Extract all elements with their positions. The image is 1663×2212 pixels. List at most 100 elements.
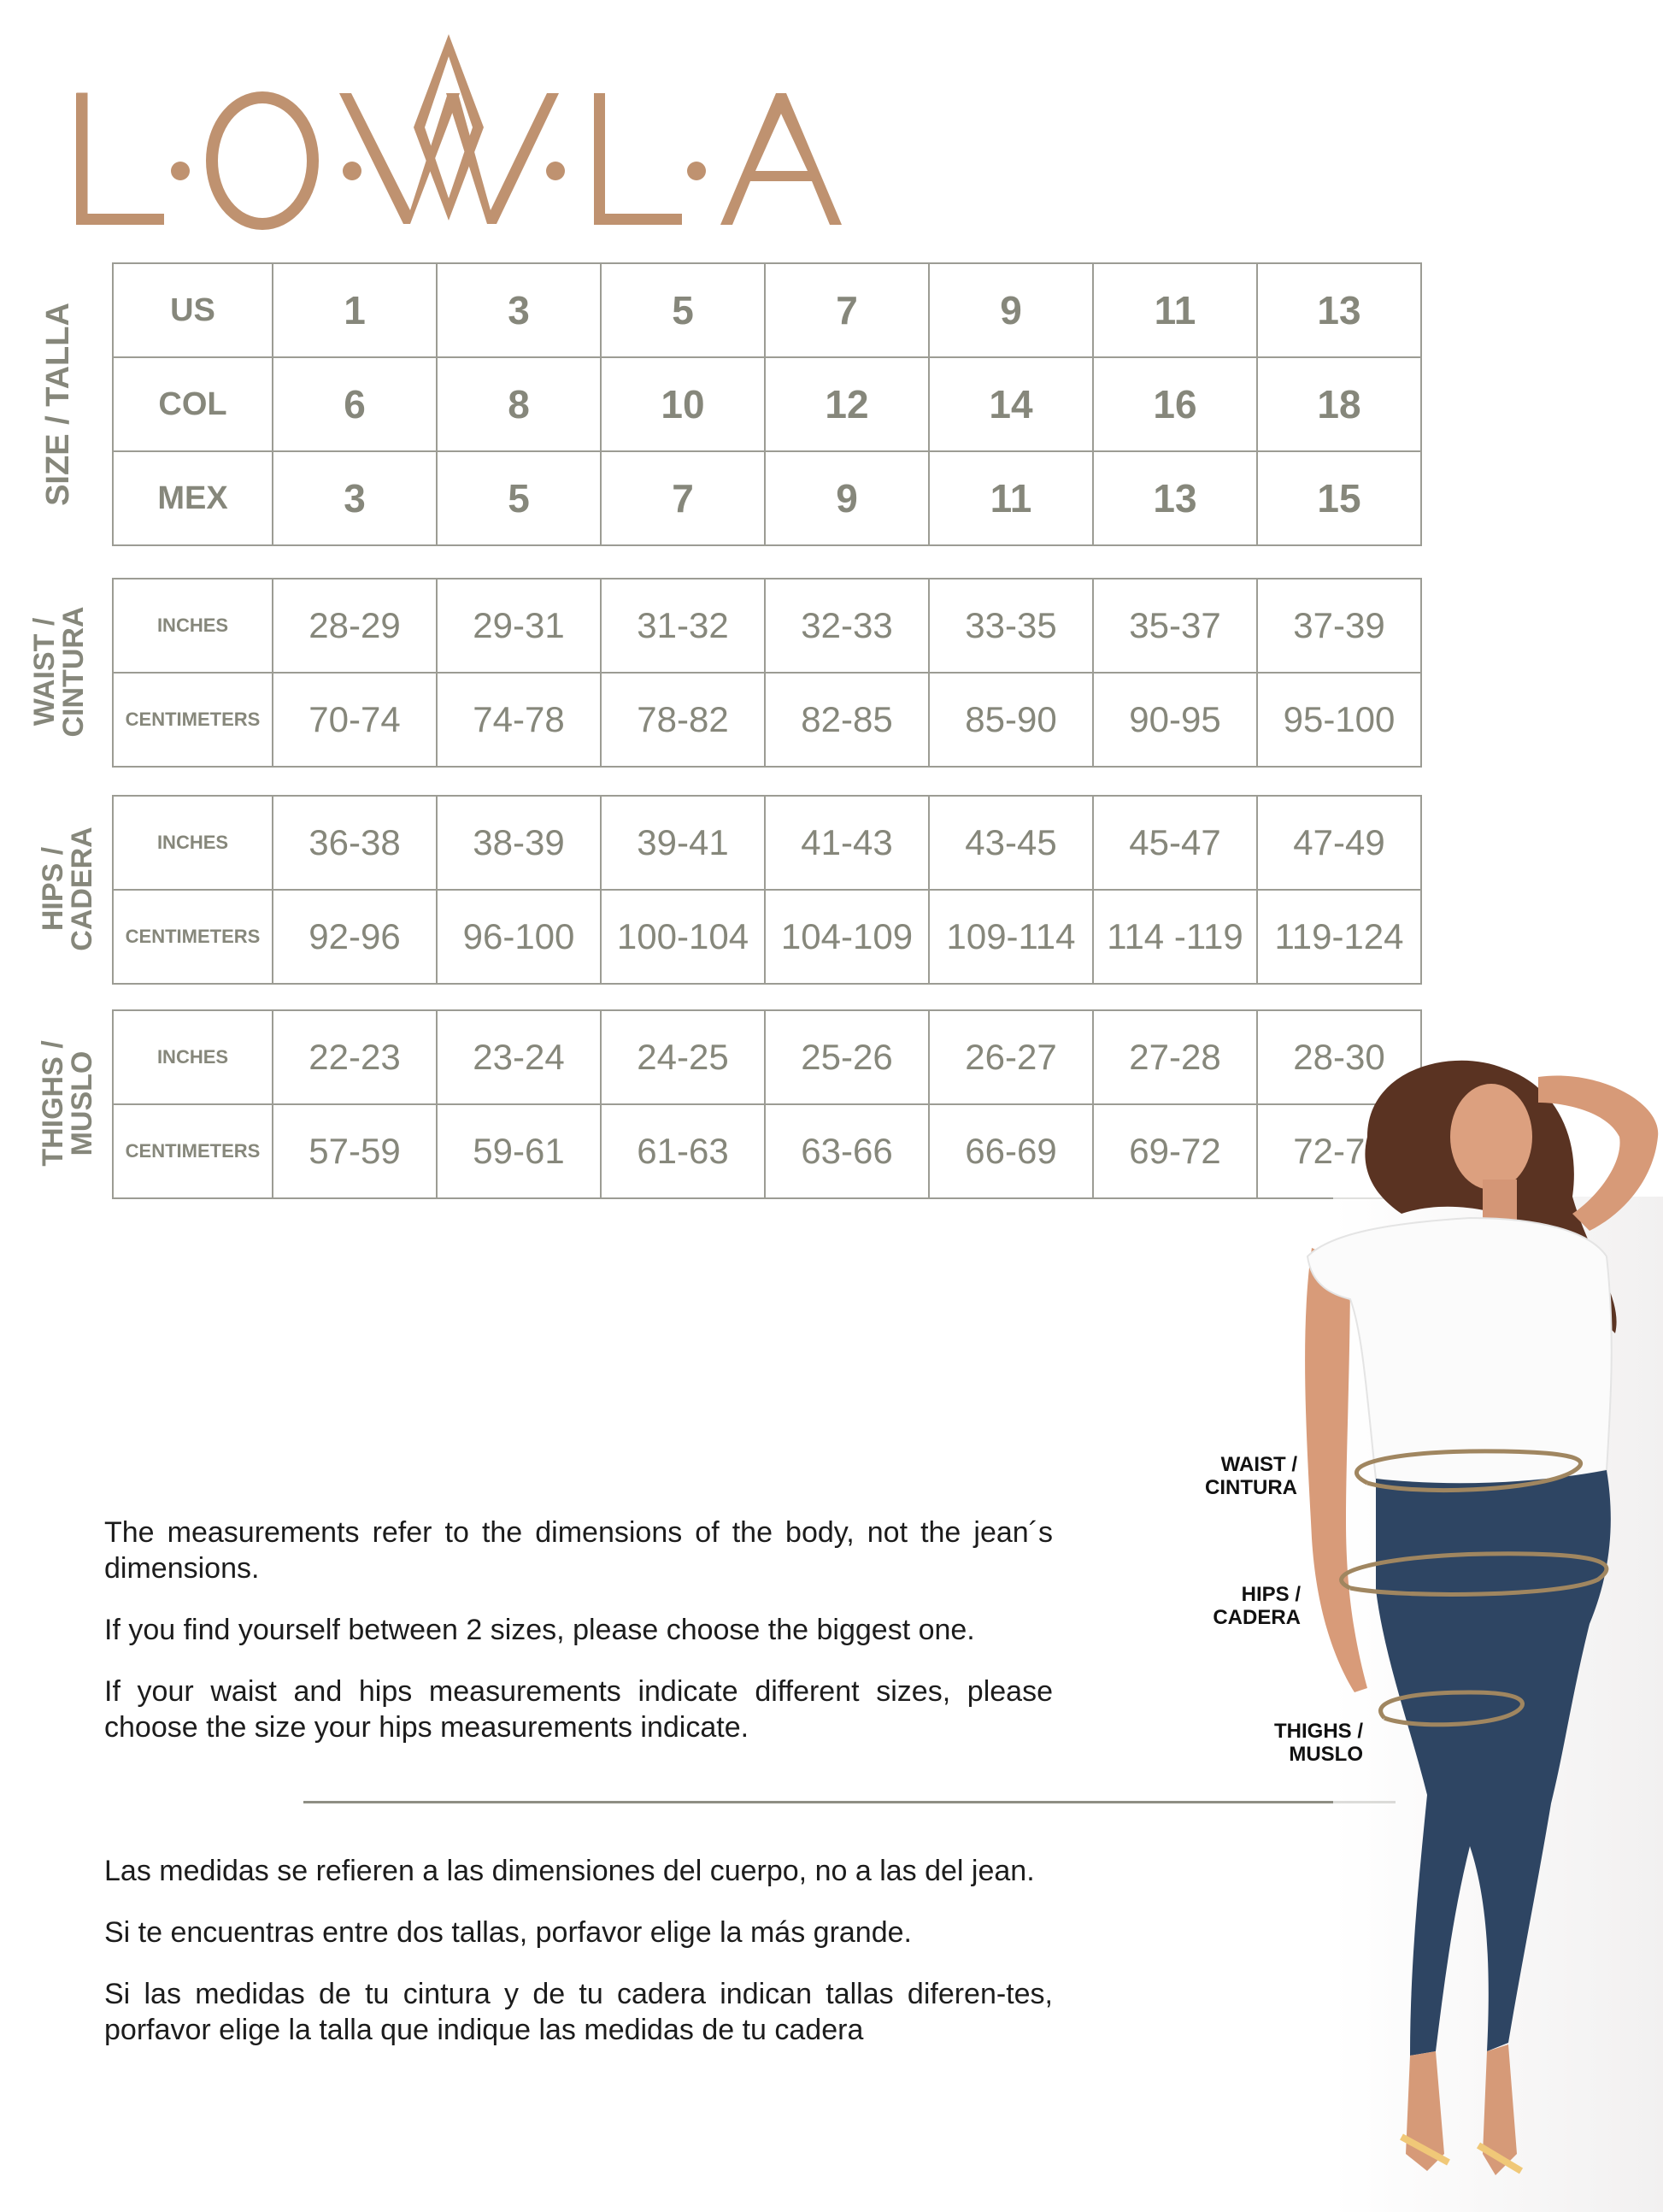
row-label: MEX	[112, 450, 273, 546]
cadera-group-label-2: CADERA	[66, 827, 98, 951]
size-cell: 9	[764, 450, 930, 546]
size-cell: 3	[272, 450, 438, 546]
measurement-cell: 45-47	[1092, 795, 1258, 891]
measurement-cell: 100-104	[600, 889, 766, 985]
muslo-group-label-1: THIGHS /	[37, 1040, 69, 1167]
measurement-cell: 66-69	[928, 1103, 1094, 1199]
size-cell: 8	[436, 356, 602, 452]
cadera-table: INCHES 36-38 38-39 39-41 41-43 43-45 45-47 47-4…	[112, 795, 1422, 985]
measurement-cell: 35-37	[1092, 578, 1258, 674]
note-es-1: Las medidas se refieren a las dimensione…	[104, 1855, 1035, 1887]
measurement-cell: 95-100	[1256, 672, 1422, 768]
size-cell: 5	[600, 262, 766, 358]
measurement-cell: 33-35	[928, 578, 1094, 674]
size-cell: 18	[1256, 356, 1422, 452]
size-row-mex: MEX 3 5 7 9 11 13 15	[112, 450, 1422, 546]
size-cell: 7	[764, 262, 930, 358]
measurement-cell: 57-59	[272, 1103, 438, 1199]
measurement-cell: 90-95	[1092, 672, 1258, 768]
size-cell: 16	[1092, 356, 1258, 452]
muslo-group-label-2: MUSLO	[66, 1050, 98, 1156]
hips-label-line-1: HIPS /	[1241, 1583, 1301, 1606]
notes-english: The measurements refer to the dimensions…	[104, 1515, 1053, 1771]
measurement-cell: 29-31	[436, 578, 602, 674]
measurement-cell: 69-72	[1092, 1103, 1258, 1199]
size-row-col: COL 6 8 10 12 14 16 18	[112, 356, 1422, 452]
lowla-logo	[76, 34, 842, 230]
unit-label: CENTIMETERS	[112, 889, 273, 985]
note-en-1: The measurements refer to the dimensions…	[104, 1516, 1053, 1585]
size-cell: 10	[600, 356, 766, 452]
unit-label: CENTIMETERS	[112, 672, 273, 768]
cadera-row-centimeters: CENTIMETERS 92-96 96-100 100-104 104-109 109-…	[112, 889, 1422, 985]
measurement-cell: 92-96	[272, 889, 438, 985]
unit-label: INCHES	[112, 578, 273, 674]
measurement-cell: 85-90	[928, 672, 1094, 768]
measurement-cell: 43-45	[928, 795, 1094, 891]
measurement-cell: 39-41	[600, 795, 766, 891]
measurement-cell: 24-25	[600, 1009, 766, 1105]
row-label: COL	[112, 356, 273, 452]
note-en-3: If your waist and hips measurements indi…	[104, 1675, 1053, 1744]
size-cell: 13	[1256, 262, 1422, 358]
measurement-cell: 22-23	[272, 1009, 438, 1105]
thighs-label-line-1: THIGHS /	[1273, 1720, 1363, 1743]
measurement-cell: 38-39	[436, 795, 602, 891]
measurement-cell: 63-66	[764, 1103, 930, 1199]
measurement-cell: 70-74	[272, 672, 438, 768]
note-es-2: Si te encuentras entre dos tallas, porfa…	[104, 1916, 912, 1949]
size-cell: 6	[272, 356, 438, 452]
waist-label-line-1: WAIST /	[1220, 1453, 1297, 1476]
thighs-label-line-2: MUSLO	[1289, 1743, 1363, 1766]
unit-label: INCHES	[112, 1009, 273, 1105]
measurement-cell: 78-82	[600, 672, 766, 768]
measurement-cell: 27-28	[1092, 1009, 1258, 1105]
cintura-group-label-2: CINTURA	[57, 606, 90, 738]
muslo-row-inches: INCHES 22-23 23-24 24-25 25-26 26-27 27-28 28-3…	[112, 1009, 1422, 1105]
size-cell: 7	[600, 450, 766, 546]
measurement-cell: 104-109	[764, 889, 930, 985]
cintura-group-label-1: WAIST /	[28, 617, 61, 727]
measurement-cell: 32-33	[764, 578, 930, 674]
notes-spanish: Las medidas se refieren a las dimensione…	[104, 1853, 1053, 2074]
waist-body-label: WAIST / CINTURA	[1196, 1453, 1297, 1499]
cintura-row-inches: INCHES 28-29 29-31 31-32 32-33 33-35 35-37 37-3…	[112, 578, 1422, 674]
cintura-table: INCHES 28-29 29-31 31-32 32-33 33-35 35-37 37-3…	[112, 578, 1422, 768]
size-cell: 1	[272, 262, 438, 358]
measurement-cell: 82-85	[764, 672, 930, 768]
measurement-cell: 59-61	[436, 1103, 602, 1199]
size-cell: 12	[764, 356, 930, 452]
row-label: US	[112, 262, 273, 358]
divider	[303, 1801, 1396, 1803]
measurement-cell: 28-29	[272, 578, 438, 674]
measurement-cell: 109-114	[928, 889, 1094, 985]
measurement-cell: 25-26	[764, 1009, 930, 1105]
note-en-2: If you find yourself between 2 sizes, pl…	[104, 1614, 975, 1646]
measurement-cell: 47-49	[1256, 795, 1422, 891]
measurement-cell: 31-32	[600, 578, 766, 674]
unit-label: CENTIMETERS	[112, 1103, 273, 1199]
hips-label-line-2: CADERA	[1213, 1606, 1301, 1629]
size-table: US 1 3 5 7 9 11 13 COL 6 8 10 12 14 16 18 MEX 3 5 7 9 11 13 15	[112, 262, 1422, 546]
size-cell: 15	[1256, 450, 1422, 546]
size-cell: 14	[928, 356, 1094, 452]
size-cell: 13	[1092, 450, 1258, 546]
measurement-cell: 74-78	[436, 672, 602, 768]
size-cell: 5	[436, 450, 602, 546]
muslo-table: INCHES 22-23 23-24 24-25 25-26 26-27 27-28 28-3…	[112, 1009, 1422, 1199]
measurement-cell: 23-24	[436, 1009, 602, 1105]
measurement-cell: 119-124	[1256, 889, 1422, 985]
cintura-row-centimeters: CENTIMETERS 70-74 74-78 78-82 82-85 85-90 90-9…	[112, 672, 1422, 768]
measurement-cell: 96-100	[436, 889, 602, 985]
size-row-us: US 1 3 5 7 9 11 13	[112, 262, 1422, 358]
measurement-cell: 37-39	[1256, 578, 1422, 674]
measurement-cell: 41-43	[764, 795, 930, 891]
unit-label: INCHES	[112, 795, 273, 891]
cadera-row-inches: INCHES 36-38 38-39 39-41 41-43 43-45 45-47 47-4…	[112, 795, 1422, 891]
muslo-row-centimeters: CENTIMETERS 57-59 59-61 61-63 63-66 66-69 69-7…	[112, 1103, 1422, 1199]
waist-label-line-2: CINTURA	[1205, 1476, 1297, 1499]
size-cell: 11	[1092, 262, 1258, 358]
size-group-label: SIZE / TALLA	[40, 303, 76, 506]
size-cell: 3	[436, 262, 602, 358]
model-photo	[1305, 1060, 1663, 2212]
